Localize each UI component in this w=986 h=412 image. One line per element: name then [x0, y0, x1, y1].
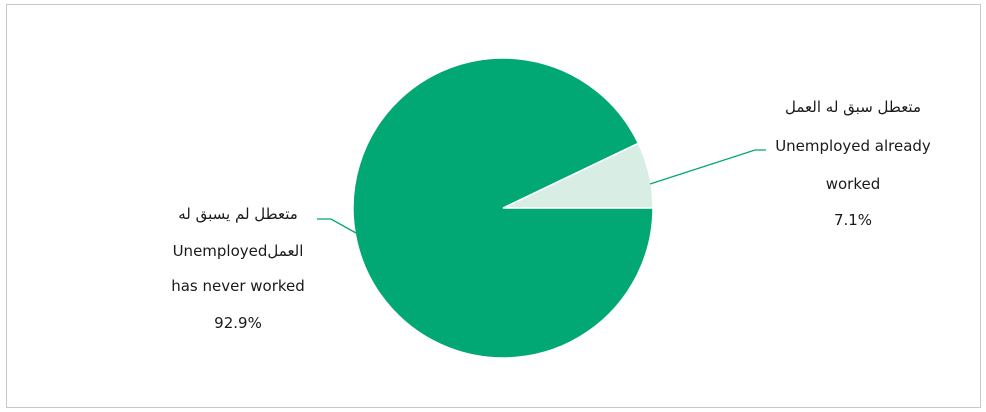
leader-line-never-worked — [317, 218, 357, 234]
slice-label-never-worked-ar-en: العملUnemployed — [173, 242, 304, 260]
slice-label-unemployed-already-worked-en: Unemployed already — [775, 137, 931, 155]
slice-label-unemployed-already-worked-en-2: worked — [826, 175, 881, 193]
pie-slice-never-worked — [352, 57, 654, 359]
slice-label-unemployed-already-worked-percent: 7.1% — [834, 211, 872, 229]
slice-label-never-worked-ar: متعطل لم يسبق له — [178, 205, 298, 223]
chart-frame — [6, 4, 981, 408]
slice-label-unemployed-already-worked-ar: متعطل سبق له العمل — [785, 98, 921, 116]
slice-label-never-worked-en: has never worked — [171, 277, 305, 295]
leader-line-already-worked — [649, 149, 766, 185]
slice-label-never-worked-percent: 92.9% — [214, 314, 262, 332]
